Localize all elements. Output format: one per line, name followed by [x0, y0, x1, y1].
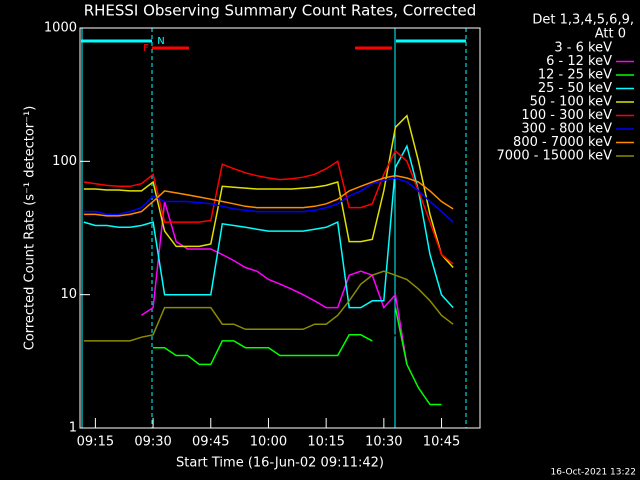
plot-area: [83, 114, 454, 406]
series-line: [83, 177, 454, 223]
series-line: [83, 270, 454, 342]
x-tick-label: 09:45: [192, 435, 229, 450]
series-line: [153, 307, 442, 406]
chart-title: RHESSI Observing Summary Count Rates, Co…: [84, 2, 477, 20]
x-tick-label: 09:15: [77, 435, 114, 450]
footer: 16-Oct-2021 13:22: [551, 468, 636, 478]
legend-label: 25 - 50 keV: [538, 81, 612, 96]
flare-label: F: [143, 43, 149, 54]
series-line: [83, 149, 454, 265]
x-tick-label: 10:00: [250, 435, 287, 450]
legend-header: Det 1,3,4,5,6,9,: [532, 13, 634, 28]
x-tick-label: 10:45: [423, 435, 460, 450]
legend-label: 3 - 6 keV: [554, 41, 612, 56]
series-line: [83, 144, 454, 309]
legend-label: 7000 - 15000 keV: [497, 149, 613, 164]
legend-header: Att 0: [595, 27, 626, 42]
y-tick-label: 1: [69, 421, 77, 436]
legend-label: 800 - 7000 keV: [513, 135, 612, 150]
series-line: [83, 174, 454, 217]
axes-frame: [79, 27, 481, 429]
legend-label: 100 - 300 keV: [521, 108, 612, 123]
y-tick-label: 100: [52, 154, 77, 169]
legend-label: 50 - 100 keV: [530, 95, 613, 110]
series-line: [141, 201, 408, 365]
night-label: N: [157, 36, 164, 47]
y-tick-label: 10: [60, 287, 77, 302]
y-tick-label: 1000: [44, 21, 77, 36]
x-tick-label: 10:30: [365, 435, 402, 450]
series-line: [83, 114, 454, 268]
legend-label: 6 - 12 keV: [546, 54, 612, 69]
series-line: [152, 189, 396, 388]
x-axis-label: Start Time (16-Jun-02 09:11:42): [176, 456, 384, 471]
x-tick-label: 09:30: [134, 435, 171, 450]
legend-label: 300 - 800 keV: [521, 122, 612, 137]
x-tick-label: 10:15: [307, 435, 344, 450]
legend-label: 12 - 25 keV: [538, 68, 612, 83]
y-axis-label: Corrected Count Rate (s⁻¹ detector⁻¹): [23, 106, 38, 351]
